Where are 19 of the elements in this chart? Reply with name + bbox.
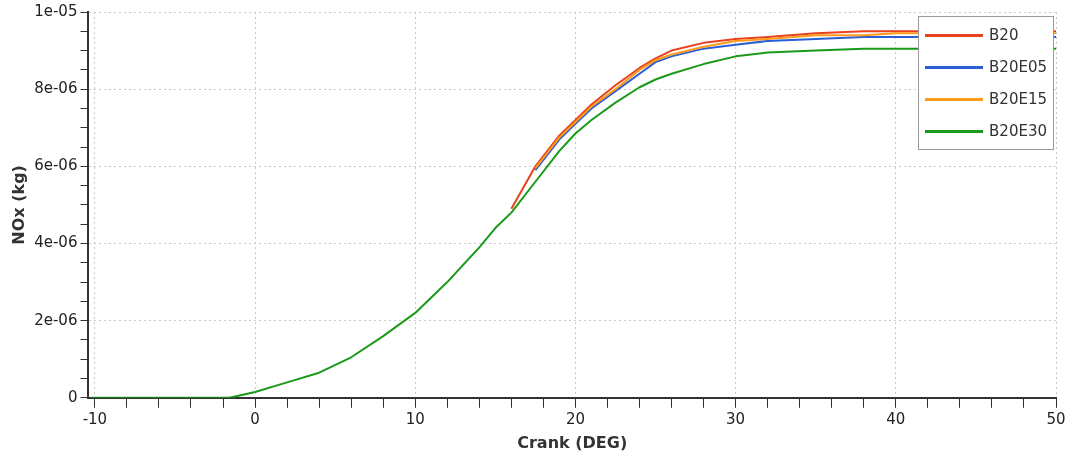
x-tick-label: 50 bbox=[1046, 409, 1066, 428]
legend-label: B20E30 bbox=[989, 122, 1047, 140]
x-tick-label: -10 bbox=[82, 409, 108, 428]
x-tick-label: 20 bbox=[565, 409, 585, 428]
y-tick-label: 4e-06 bbox=[34, 233, 78, 252]
y-axis-title: NOx (kg) bbox=[8, 165, 28, 245]
y-tick-label: 2e-06 bbox=[34, 310, 78, 329]
x-tick-label: 40 bbox=[886, 409, 906, 428]
x-tick-label: 0 bbox=[250, 409, 260, 428]
y-tick-label: 0 bbox=[67, 387, 78, 406]
x-tick-label: 10 bbox=[405, 409, 425, 428]
legend-label: B20E15 bbox=[989, 90, 1047, 108]
legend-label: B20 bbox=[989, 26, 1019, 44]
legend-label: B20E05 bbox=[989, 58, 1047, 76]
y-tick-label: 8e-06 bbox=[34, 79, 78, 98]
x-axis-title: Crank (DEG) bbox=[517, 432, 628, 452]
y-tick-label: 6e-06 bbox=[34, 156, 78, 175]
y-tick-label: 1e-05 bbox=[34, 1, 78, 20]
x-tick-label: 30 bbox=[726, 409, 746, 428]
